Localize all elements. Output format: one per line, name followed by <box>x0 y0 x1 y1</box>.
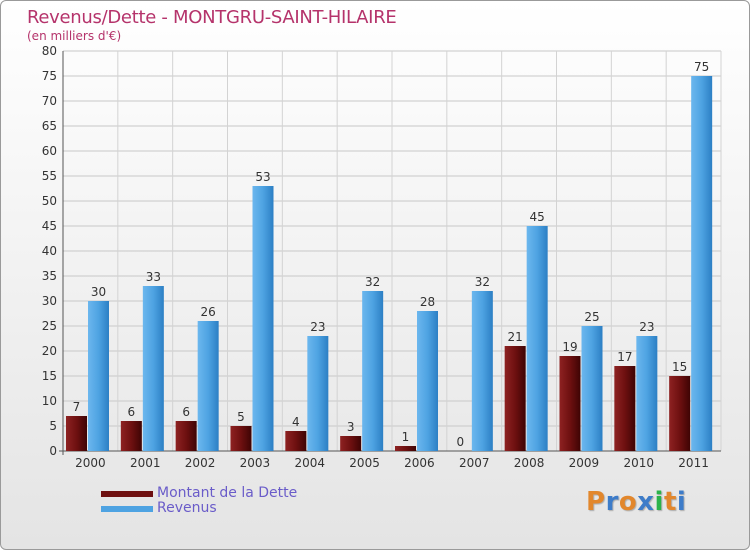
logo-letter: r <box>605 487 619 517</box>
y-tick-label: 75 <box>42 69 57 83</box>
data-label-debt-2010: 17 <box>617 350 632 364</box>
bar-debt-2006 <box>395 446 416 451</box>
x-tick-label: 2002 <box>185 456 216 470</box>
y-tick-label: 60 <box>42 144 57 158</box>
bar-debt-2011 <box>669 376 691 451</box>
x-tick-label: 2008 <box>514 456 545 470</box>
logo-letter: t <box>663 487 677 517</box>
data-label-revenus-2001: 33 <box>146 270 161 284</box>
data-label-debt-2008: 21 <box>508 330 523 344</box>
proxiti-logo: Proxiti <box>586 487 686 517</box>
y-tick-label: 0 <box>49 444 57 458</box>
data-label-debt-2002: 6 <box>182 405 190 419</box>
y-tick-label: 30 <box>42 294 57 308</box>
bar-revenus-2008 <box>526 226 548 451</box>
bar-revenus-2011 <box>691 76 713 451</box>
chart-title: Revenus/Dette - MONTGRU-SAINT-HILAIRE <box>27 7 397 28</box>
bar-debt-2004 <box>285 431 307 451</box>
x-tick-label: 2001 <box>130 456 161 470</box>
bar-revenus-2010 <box>636 336 658 451</box>
y-tick-label: 80 <box>42 44 57 58</box>
data-label-revenus-2006: 28 <box>420 295 435 309</box>
data-label-revenus-2002: 26 <box>201 305 216 319</box>
bar-revenus-2001 <box>142 286 164 451</box>
bar-revenus-2000 <box>88 301 109 451</box>
data-label-debt-2003: 5 <box>237 410 245 424</box>
bar-revenus-2003 <box>252 186 274 451</box>
bar-debt-2001 <box>120 421 142 451</box>
data-label-debt-2004: 4 <box>292 415 300 429</box>
data-label-revenus-2007: 32 <box>475 275 490 289</box>
data-label-debt-2000: 7 <box>73 400 81 414</box>
bar-revenus-2009 <box>581 326 603 451</box>
logo-letter: P <box>586 487 606 517</box>
x-tick-label: 2007 <box>459 456 490 470</box>
data-label-revenus-2009: 25 <box>584 310 599 324</box>
bar-debt-2005 <box>340 436 362 451</box>
logo-letter: i <box>654 487 664 517</box>
data-label-debt-2006: 1 <box>402 430 410 444</box>
bar-revenus-2006 <box>417 311 438 451</box>
y-tick-label: 45 <box>42 219 57 233</box>
data-label-revenus-2010: 23 <box>639 320 654 334</box>
legend-label-debt: Montant de la Dette <box>157 485 298 501</box>
data-label-debt-2007: 0 <box>457 435 465 449</box>
y-tick-label: 5 <box>49 419 57 433</box>
y-tick-label: 35 <box>42 269 57 283</box>
x-tick-label: 2006 <box>404 456 435 470</box>
bar-debt-2003 <box>230 426 252 451</box>
logo-letter: o <box>618 487 638 517</box>
data-label-debt-2009: 19 <box>562 340 577 354</box>
x-tick-label: 2005 <box>349 456 380 470</box>
data-label-revenus-2000: 30 <box>91 285 106 299</box>
bar-debt-2002 <box>175 421 197 451</box>
legend-swatch-debt <box>101 491 153 497</box>
bar-revenus-2007 <box>471 291 493 451</box>
y-tick-label: 20 <box>42 344 57 358</box>
bar-revenus-2002 <box>197 321 219 451</box>
y-tick-label: 70 <box>42 94 57 108</box>
y-tick-label: 55 <box>42 169 57 183</box>
legend-label-revenus: Revenus <box>157 500 217 516</box>
y-tick-label: 15 <box>42 369 57 383</box>
data-label-revenus-2005: 32 <box>365 275 380 289</box>
y-tick-label: 65 <box>42 119 57 133</box>
x-tick-label: 2003 <box>240 456 271 470</box>
x-tick-label: 2004 <box>294 456 325 470</box>
data-label-revenus-2003: 53 <box>255 170 270 184</box>
data-label-debt-2001: 6 <box>128 405 136 419</box>
y-tick-label: 10 <box>42 394 57 408</box>
y-tick-label: 25 <box>42 319 57 333</box>
chart-subtitle: (en milliers d'€) <box>27 29 122 43</box>
y-tick-label: 40 <box>42 244 57 258</box>
data-label-revenus-2004: 23 <box>310 320 325 334</box>
x-tick-label: 2010 <box>623 456 654 470</box>
bar-revenus-2004 <box>307 336 329 451</box>
data-label-debt-2005: 3 <box>347 420 355 434</box>
logo-letter: x <box>637 487 655 517</box>
data-label-revenus-2011: 75 <box>694 60 709 74</box>
bar-debt-2010 <box>614 366 636 451</box>
bar-debt-2008 <box>504 346 526 451</box>
data-label-debt-2011: 15 <box>672 360 687 374</box>
logo-letter: i <box>676 487 687 517</box>
x-tick-label: 2011 <box>678 456 709 470</box>
x-tick-label: 2009 <box>569 456 600 470</box>
x-tick-label: 2000 <box>75 456 106 470</box>
bar-debt-2000 <box>66 416 87 451</box>
data-label-revenus-2008: 45 <box>530 210 545 224</box>
bar-debt-2009 <box>559 356 581 451</box>
bar-revenus-2005 <box>362 291 384 451</box>
y-tick-label: 50 <box>42 194 57 208</box>
legend-swatch-revenus <box>101 506 153 512</box>
